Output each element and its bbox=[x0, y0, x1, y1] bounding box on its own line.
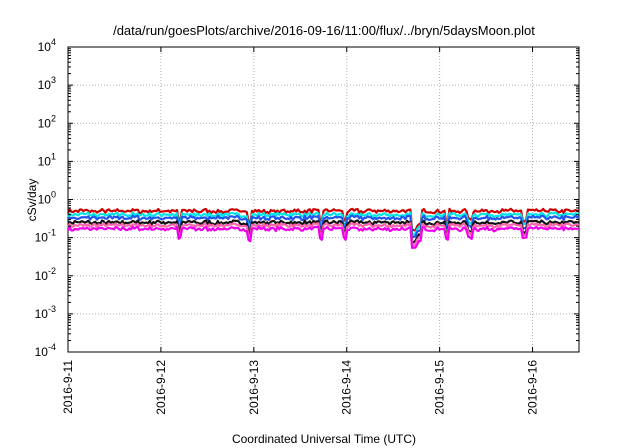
y-tick-label: 100 bbox=[38, 190, 56, 207]
series-line-1 bbox=[67, 207, 580, 232]
x-tick-label: 2016-9-15 bbox=[433, 360, 447, 415]
x-axis: 2016-9-11 2016-9-12 2016-9-13 2016-9-14 2016… bbox=[61, 47, 540, 415]
y-tick-label: 10-3 bbox=[35, 304, 56, 321]
y-tick-label: 10-1 bbox=[35, 228, 56, 245]
y-axis: 10-4 10-3 10-2 10-1 100 101 102 103 104 bbox=[35, 37, 579, 359]
y-tick-label: 103 bbox=[38, 75, 56, 92]
x-tick-label: 2016-9-11 bbox=[61, 360, 75, 414]
y-tick-label: 10-2 bbox=[35, 266, 56, 283]
series-line-5 bbox=[67, 222, 580, 247]
y-tick-label: 102 bbox=[38, 113, 56, 130]
series-line-2 bbox=[67, 211, 580, 236]
series-line-4 bbox=[67, 219, 580, 244]
x-tick-label: 2016-9-13 bbox=[247, 360, 261, 415]
series-line-3 bbox=[67, 214, 580, 239]
chart-title: /data/run/goesPlots/archive/2016-09-16/1… bbox=[113, 23, 535, 38]
series-group bbox=[67, 207, 580, 249]
x-tick-label: 2016-9-14 bbox=[340, 360, 354, 415]
y-axis-label: cSv/day bbox=[25, 179, 39, 222]
x-axis-label: Coordinated Universal Time (UTC) bbox=[232, 432, 416, 446]
y-tick-label: 101 bbox=[38, 151, 56, 168]
y-tick-label: 104 bbox=[38, 37, 56, 54]
grid bbox=[68, 47, 579, 352]
x-tick-label: 2016-9-12 bbox=[154, 360, 168, 415]
x-tick-label: 2016-9-16 bbox=[526, 360, 540, 415]
series-line-6 bbox=[67, 225, 580, 249]
y-tick-label: 10-4 bbox=[35, 342, 56, 359]
